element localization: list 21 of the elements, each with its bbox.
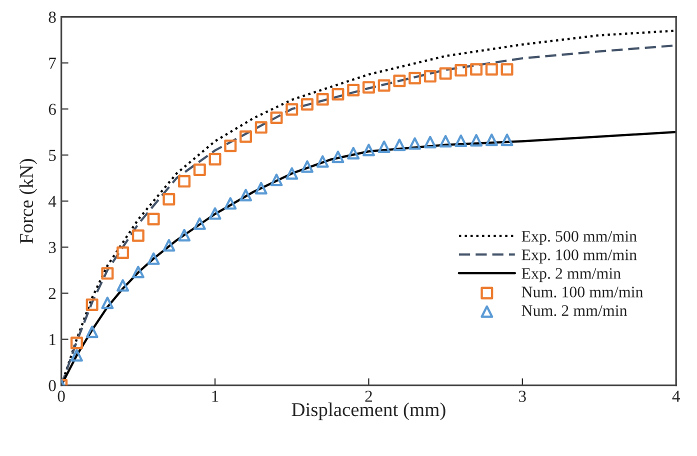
x-tick-label: 1 — [212, 390, 218, 402]
y-tick-label: 4 — [48, 196, 56, 207]
legend-label: Num. 100 mm/min — [522, 286, 644, 298]
y-axis-title: Force (kN) — [19, 159, 38, 244]
x-tick-label: 4 — [672, 390, 680, 402]
y-tick-label: 3 — [48, 242, 56, 254]
y-tick-label: 8 — [48, 12, 56, 23]
legend-label: Exp. 500 mm/min — [522, 230, 637, 245]
y-tick-label: 5 — [49, 150, 56, 161]
y-tick-label: 7 — [49, 58, 56, 69]
x-tick-label: 2 — [365, 390, 372, 402]
y-tick-label: 0 — [48, 380, 56, 392]
legend-label: Exp. 100 mm/min — [522, 249, 637, 264]
y-tick-label: 2 — [48, 288, 56, 299]
y-tick-label: 1 — [50, 334, 56, 346]
x-axis-title: Displacement (mm) — [292, 402, 446, 420]
legend-label: Exp. 2 mm/min — [522, 268, 621, 282]
y-tick-label: 6 — [48, 104, 56, 115]
x-tick-label: 0 — [58, 390, 65, 402]
x-tick-label: 3 — [519, 390, 526, 402]
legend-label: Num. 2 mm/min — [522, 305, 628, 316]
